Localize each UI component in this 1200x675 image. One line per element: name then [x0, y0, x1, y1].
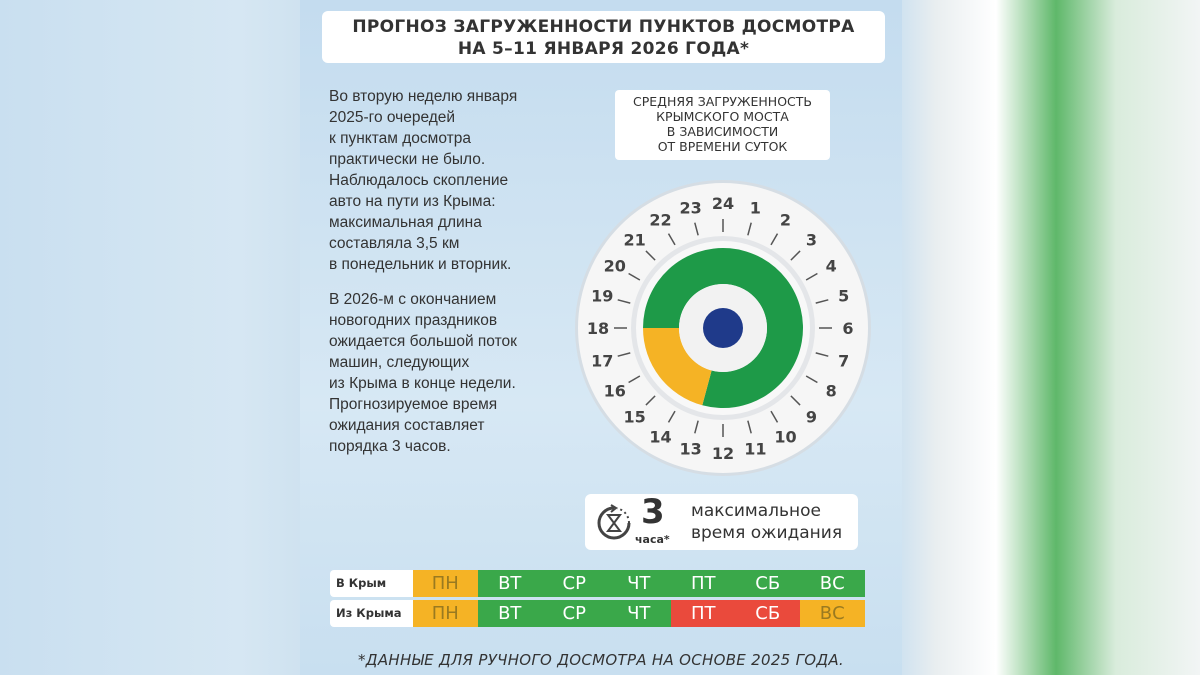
hour-label: 1: [750, 198, 761, 217]
hour-tick: [694, 222, 699, 236]
description: Во вторую неделю января 2025-го очередей…: [329, 86, 579, 471]
schedule-row: Из Крыма ПН ВТ СР ЧТ ПТ СБ ВС: [330, 600, 865, 627]
day-cell-high: ПТ: [671, 600, 736, 627]
title-line-1: ПРОГНОЗ ЗАГРУЖЕННОСТИ ПУНКТОВ ДОСМОТРА: [352, 17, 855, 37]
hour-label: 20: [604, 257, 626, 276]
hour-tick: [667, 233, 676, 246]
footnote: *ДАННЫЕ ДЛЯ РУЧНОГО ДОСМОТРА НА ОСНОВЕ 2…: [358, 651, 844, 669]
hour-tick: [815, 299, 829, 304]
hour-label: 14: [649, 427, 671, 446]
hour-label: 24: [712, 194, 734, 213]
hour-label: 8: [826, 382, 837, 401]
hour-label: 6: [842, 319, 853, 338]
day-cell-low: ЧТ: [606, 600, 671, 627]
hour-tick: [790, 250, 801, 261]
hour-tick: [628, 375, 641, 384]
hour-tick: [694, 420, 699, 434]
hour-tick: [805, 375, 818, 384]
clock-caption: СРЕДНЯЯ ЗАГРУЖЕННОСТЬ КРЫМСКОГО МОСТА В …: [615, 90, 830, 160]
page-title: ПРОГНОЗ ЗАГРУЖЕННОСТИ ПУНКТОВ ДОСМОТРА Н…: [322, 11, 885, 63]
day-cell-low: ПТ: [671, 570, 736, 597]
center-dot: [703, 308, 743, 348]
day-cell-low: СБ: [735, 570, 800, 597]
day-cell-low: СР: [542, 600, 607, 627]
wait-value: 3: [641, 492, 665, 532]
row-label: Из Крыма: [330, 600, 413, 627]
paragraph-2: В 2026-м с окончанием новогодних праздни…: [329, 291, 517, 455]
day-cell-high: СБ: [735, 600, 800, 627]
weekly-schedule: В Крым ПН ВТ СР ЧТ ПТ СБ ВС Из Крыма ПН ВТ СР ЧТ ПТ СБ…: [330, 570, 865, 630]
row-label: В Крым: [330, 570, 413, 597]
day-cell-medium: ПН: [413, 570, 478, 597]
day-cell-medium: ПН: [413, 600, 478, 627]
hourglass-refresh-icon: [597, 504, 631, 540]
day-cell-medium: ВС: [800, 600, 865, 627]
hour-tick: [667, 410, 676, 423]
load-segment-low: [643, 248, 803, 408]
wait-unit: часа*: [635, 533, 670, 546]
hour-tick: [747, 222, 752, 236]
hour-label: 21: [623, 231, 645, 250]
hour-tick: [770, 410, 779, 423]
paragraph-1: Во вторую неделю января 2025-го очередей…: [329, 88, 518, 273]
hour-tick: [805, 272, 818, 281]
load-segment-medium: [643, 328, 712, 406]
day-cell-low: ВТ: [477, 600, 542, 627]
hour-tick: [770, 233, 779, 246]
hour-label: 5: [838, 287, 849, 306]
day-cell-low: ЧТ: [606, 570, 671, 597]
hour-tick: [815, 352, 829, 357]
day-cell-low: ВТ: [477, 570, 542, 597]
schedule-row: В Крым ПН ВТ СР ЧТ ПТ СБ ВС: [330, 570, 865, 597]
hour-label: 7: [838, 351, 849, 370]
hour-label: 19: [591, 287, 613, 306]
title-line-2: НА 5–11 ЯНВАРЯ 2026 ГОДА*: [457, 39, 750, 59]
hour-label: 15: [623, 407, 645, 426]
hour-tick: [628, 272, 641, 281]
hour-label: 9: [806, 407, 817, 426]
hour-label: 16: [604, 382, 626, 401]
hour-tick: [617, 299, 631, 304]
hour-label: 3: [806, 231, 817, 250]
hour-tick: [645, 250, 656, 261]
infographic-panel: ПРОГНОЗ ЗАГРУЖЕННОСТИ ПУНКТОВ ДОСМОТРА Н…: [300, 0, 902, 675]
hour-label: 4: [826, 257, 837, 276]
hour-label: 23: [680, 198, 702, 217]
hour-tick: [790, 395, 801, 406]
hour-label: 13: [680, 440, 702, 459]
max-wait-box: 3 часа* максимальное время ожидания: [585, 494, 858, 550]
hour-label: 22: [649, 211, 671, 230]
wait-label: максимальное время ожидания: [691, 501, 843, 543]
hour-tick: [617, 352, 631, 357]
hour-tick: [645, 395, 656, 406]
hour-tick: [747, 420, 752, 434]
day-cell-low: ВС: [800, 570, 865, 597]
day-cell-low: СР: [542, 570, 607, 597]
hour-label: 10: [774, 427, 796, 446]
hour-label: 2: [780, 211, 791, 230]
hour-label: 18: [587, 319, 609, 338]
hour-label: 12: [712, 444, 734, 463]
hour-label: 17: [591, 351, 613, 370]
hour-label: 11: [744, 440, 766, 459]
